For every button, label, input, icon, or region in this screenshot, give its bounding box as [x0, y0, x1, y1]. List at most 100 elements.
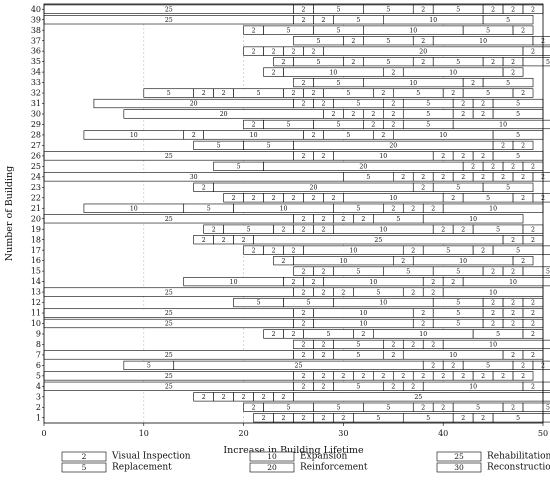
segment-label: 2 — [321, 289, 325, 296]
segment-label: 10 — [369, 279, 377, 286]
segment-label: 2 — [391, 111, 395, 118]
segment-label: 5 — [396, 216, 400, 223]
segment-label: 2 — [371, 111, 375, 118]
y-tick-label: 31 — [31, 99, 41, 108]
axes: 1234567891011121314151617181920212223242… — [31, 3, 548, 438]
segment-label: 2 — [311, 132, 315, 139]
segment-label: 10 — [230, 279, 238, 286]
legend-label: Reconstruction — [487, 463, 550, 473]
y-tick-label: 12 — [31, 298, 41, 307]
segment-label: 2 — [361, 216, 365, 223]
segment-label: 5 — [546, 59, 550, 66]
segment-label: 10 — [429, 17, 437, 24]
bar-segment — [502, 67, 524, 77]
segment-label: 2 — [252, 195, 256, 202]
segment-label: 5 — [456, 268, 460, 275]
segment-label: 2 — [441, 404, 445, 411]
segment-label: 2 — [531, 310, 535, 317]
segment-label: 2 — [311, 48, 315, 55]
segment-label: 2 — [222, 237, 226, 244]
y-tick-label: 16 — [31, 256, 41, 265]
x-tick-label: 50 — [538, 429, 548, 438]
segment-label: 2 — [321, 153, 325, 160]
segment-label: 2 — [441, 153, 445, 160]
segment-label: 2 — [401, 174, 405, 181]
segment-label: 5 — [376, 289, 380, 296]
segment-label: 5 — [336, 6, 340, 13]
y-tick-label: 7 — [36, 351, 41, 360]
segment-label: 2 — [521, 373, 525, 380]
segment-label: 25 — [165, 216, 173, 223]
bar-segment — [542, 339, 550, 350]
segment-label: 2 — [292, 48, 296, 55]
building-bar-22: 2 2 2 2 2 2 10 2 5 2 2 — [223, 193, 550, 203]
segment-label: 5 — [287, 404, 291, 411]
segment-label: 2 — [272, 195, 276, 202]
segment-label: 10 — [329, 69, 337, 76]
segment-label: 10 — [280, 205, 288, 212]
segment-label: 2 — [292, 331, 296, 338]
segment-label: 2 — [461, 373, 465, 380]
segment-label: 2 — [421, 59, 425, 66]
segment-label: 2 — [481, 174, 485, 181]
segment-label: 2 — [491, 300, 495, 307]
segment-label: 5 — [366, 174, 370, 181]
segment-label: 5 — [356, 352, 360, 359]
segment-label: 2 — [521, 90, 525, 97]
segment-label: 20 — [419, 48, 427, 55]
segment-label: 2 — [371, 122, 375, 129]
segment-label: 5 — [426, 415, 430, 422]
segment-label: 5 — [167, 90, 171, 97]
segment-label: 2 — [441, 174, 445, 181]
segment-label: 5 — [287, 122, 291, 129]
segment-label: 2 — [421, 321, 425, 328]
segment-label: 2 — [361, 331, 365, 338]
legend-value: 5 — [82, 463, 87, 472]
segment-label: 2 — [202, 90, 206, 97]
building-bar-32: 5 2 2 5 2 2 5 2 5 2 5 2 — [143, 88, 534, 98]
segment-label: 2 — [411, 289, 415, 296]
segment-label: 5 — [476, 404, 480, 411]
building-bar-18: 2 2 2 25 2 2 — [193, 235, 544, 245]
x-tick-label: 30 — [338, 429, 348, 438]
segment-label: 10 — [339, 258, 347, 265]
segment-label: 25 — [165, 6, 173, 13]
segment-label: 5 — [546, 268, 550, 275]
segment-label: 2 — [321, 216, 325, 223]
legend-swatch — [436, 462, 482, 473]
y-tick-label: 23 — [31, 183, 41, 192]
segment-label: 5 — [446, 247, 450, 254]
segment-label: 2 — [431, 289, 435, 296]
segment-label: 2 — [302, 80, 306, 87]
segment-label: 10 — [469, 384, 477, 391]
segment-label: 2 — [272, 247, 276, 254]
segment-label: 2 — [501, 373, 505, 380]
segment-label: 2 — [331, 111, 335, 118]
segment-label: 2 — [421, 373, 425, 380]
y-tick-label: 4 — [36, 382, 41, 391]
y-tick-label: 15 — [31, 267, 41, 276]
bar-segment — [522, 266, 550, 276]
segment-label: 10 — [389, 195, 397, 202]
segment-label: 5 — [316, 59, 320, 66]
bar-segment — [512, 371, 534, 381]
building-bar-36: 22222022 — [243, 46, 550, 56]
building-bar-1: 2222255225522 — [253, 413, 550, 423]
segment-label: 10 — [449, 69, 457, 76]
segment-label: 2 — [461, 153, 465, 160]
building-bar-37: 5 2 5 2 10 2 — [293, 36, 550, 46]
segment-label: 25 — [165, 310, 173, 317]
segment-label: 10 — [250, 132, 258, 139]
segment-label: 2 — [481, 153, 485, 160]
segment-label: 2 — [242, 237, 246, 244]
segment-label: 2 — [381, 132, 385, 139]
segment-label: 10 — [409, 27, 417, 34]
legend-item: 30 Reconstruction — [436, 462, 550, 473]
segment-label: 5 — [516, 111, 520, 118]
segment-label: 2 — [202, 185, 206, 192]
segment-label: 2 — [302, 6, 306, 13]
segment-label: 10 — [489, 289, 497, 296]
